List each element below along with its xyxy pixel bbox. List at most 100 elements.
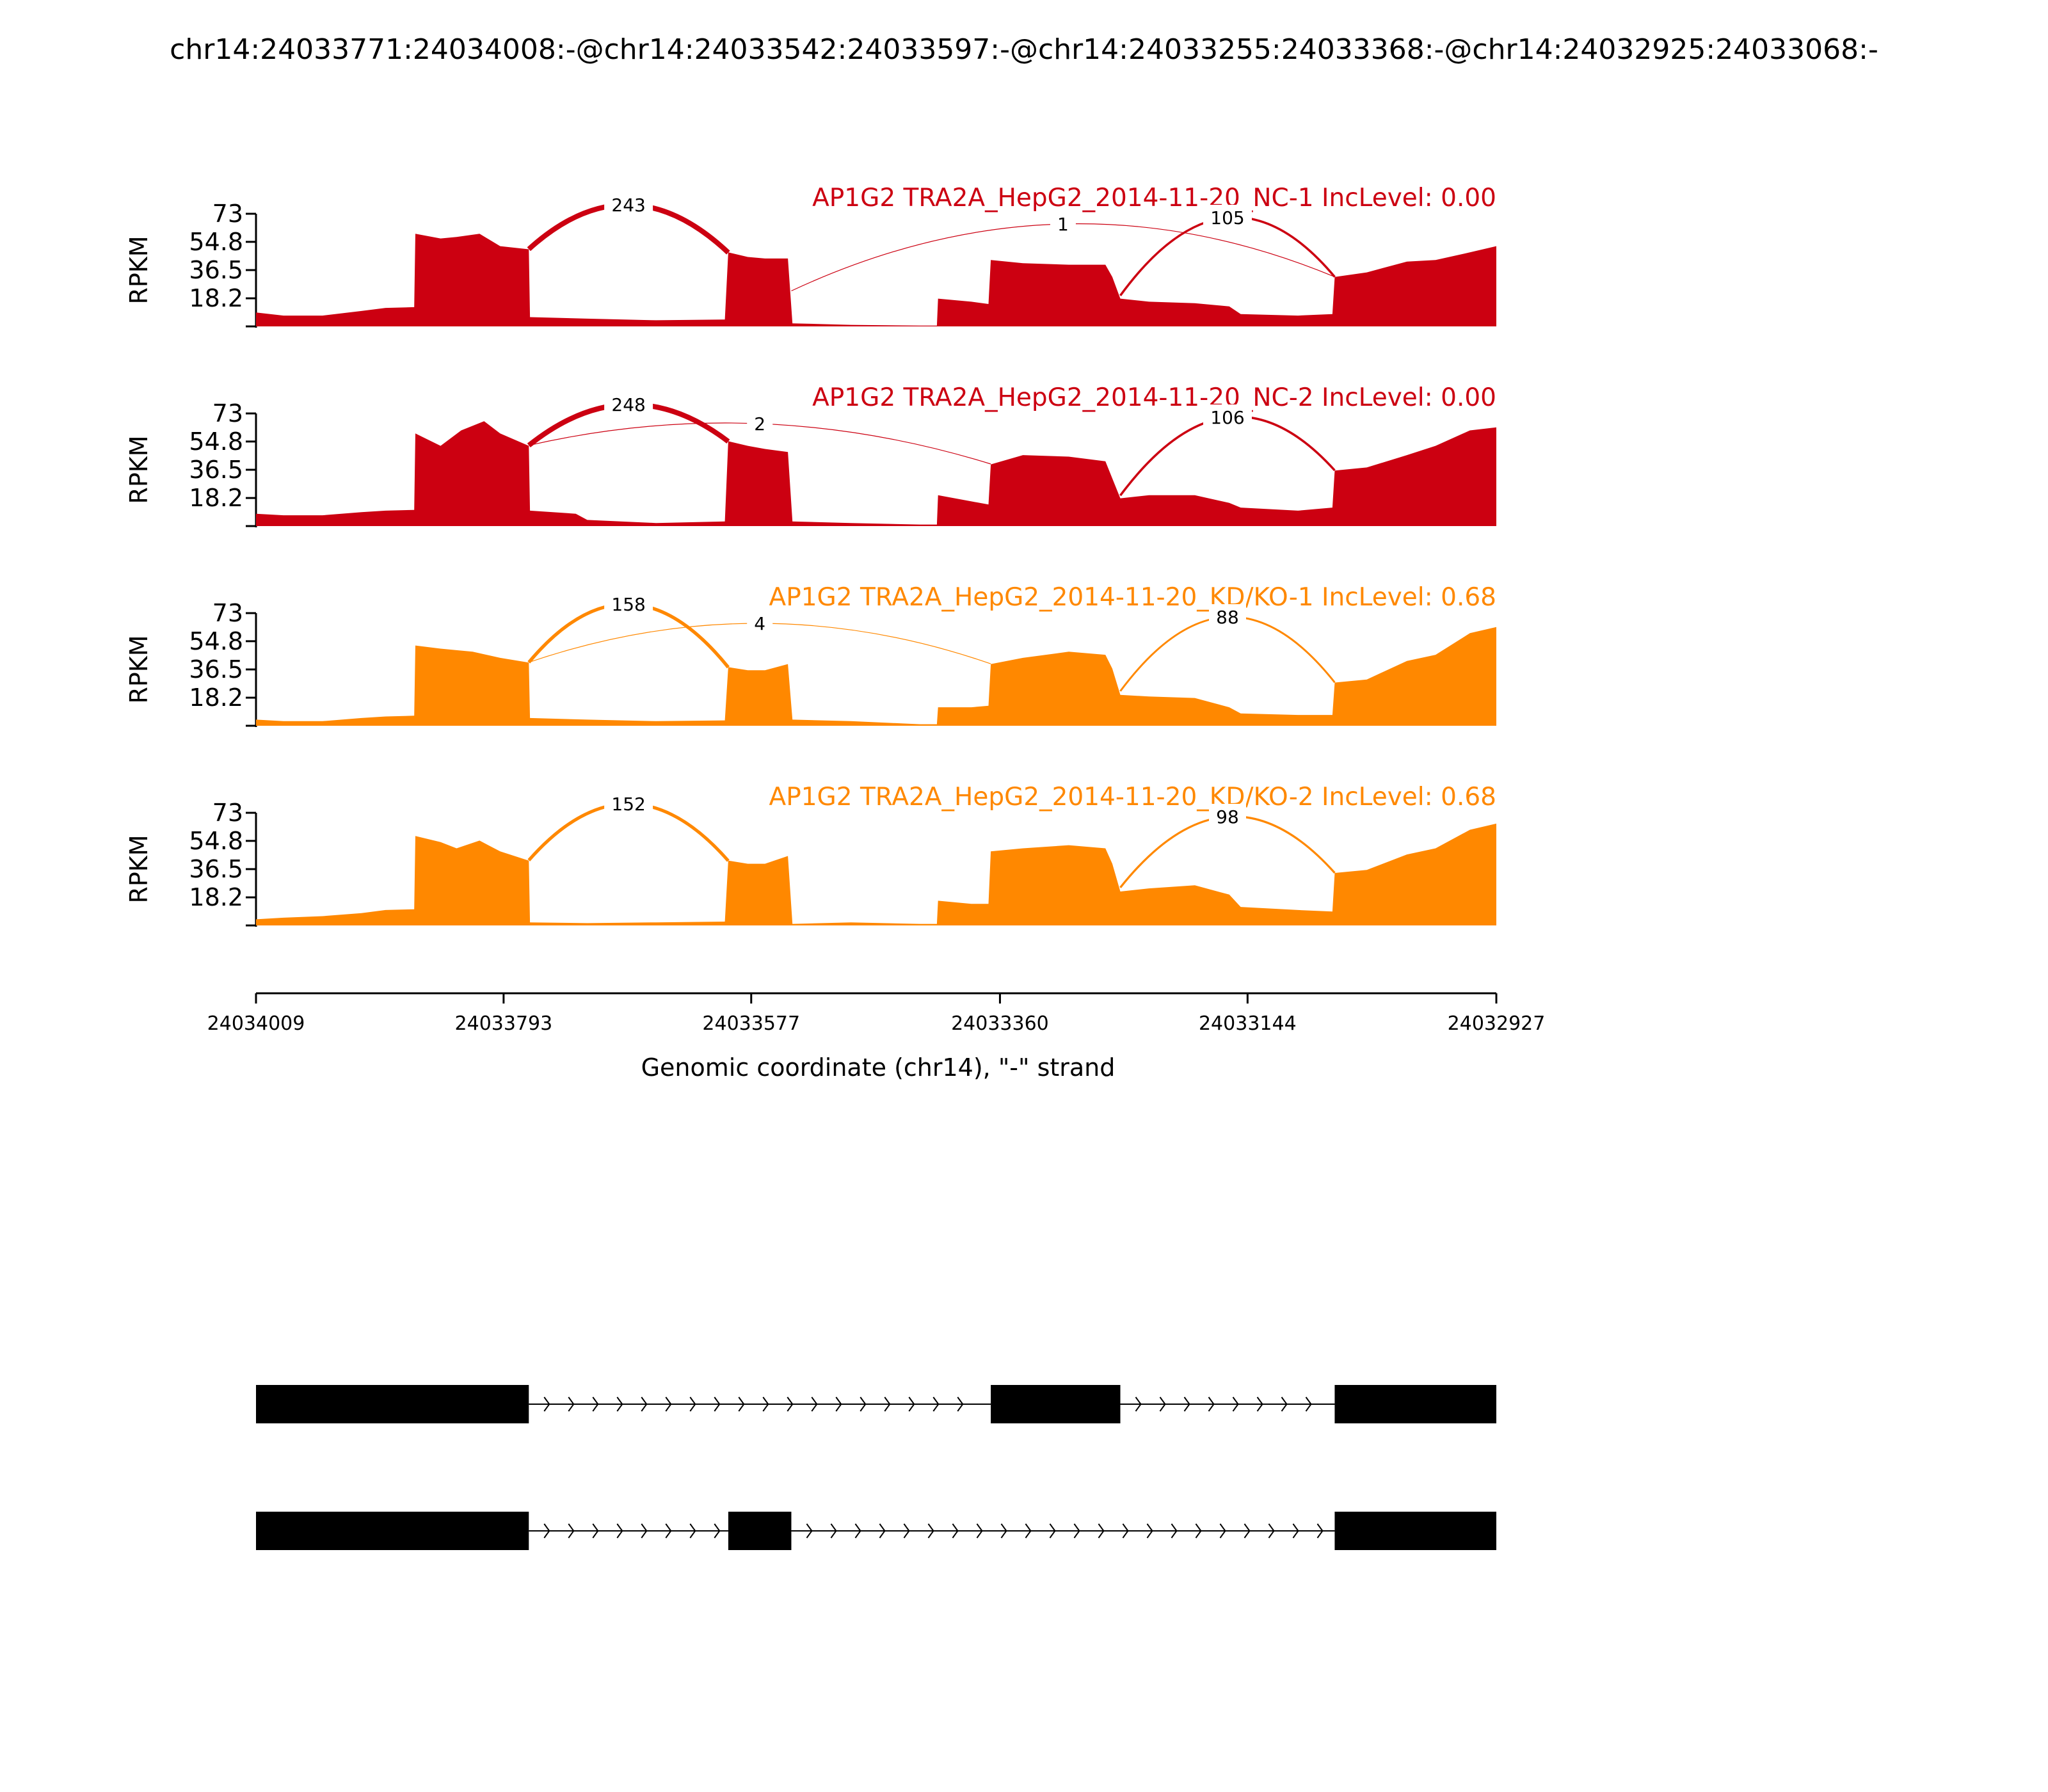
transcript-models: [256, 1385, 1496, 1550]
junction-count-label: 248: [611, 394, 645, 415]
y-tick-label: 54.8: [189, 827, 243, 855]
junction-label-bg: [1203, 205, 1252, 229]
strand-arrow-icon: [854, 1523, 861, 1539]
y-tick-label: 54.8: [189, 228, 243, 256]
exon-block: [256, 1385, 529, 1423]
junction-label-bg: [604, 392, 653, 416]
y-tick-label: 36.5: [189, 256, 243, 284]
strand-arrow-icon: [1183, 1396, 1190, 1412]
y-tick-label: 18.2: [189, 883, 243, 911]
junction-count-label: 1: [1057, 214, 1069, 235]
strand-arrow-icon: [543, 1523, 550, 1539]
exon-block: [1334, 1512, 1496, 1550]
junction-count-label: 2: [754, 413, 765, 435]
x-axis: 24034009 24033793 24033577 24033360 24033144…: [207, 992, 1546, 1082]
strand-arrow-icon: [738, 1396, 745, 1412]
strand-arrow-icon: [811, 1396, 818, 1412]
coverage-area: [256, 627, 1496, 726]
strand-arrow-icon: [806, 1523, 813, 1539]
junction-label-bg: [604, 591, 653, 616]
strand-arrow-icon: [762, 1396, 769, 1412]
junction-label-bg: [1208, 604, 1246, 628]
strand-arrow-icon: [1159, 1396, 1166, 1412]
junction-label-bg: [747, 411, 773, 435]
junction-count-label: 4: [754, 613, 765, 634]
strand-arrow-icon: [1244, 1523, 1251, 1539]
strand-arrow-icon: [1122, 1523, 1129, 1539]
strand-arrow-icon: [641, 1523, 648, 1539]
strand-arrow-icon: [665, 1396, 672, 1412]
sample-title: AP1G2 TRA2A_HepG2_2014-11-20_NC-2 IncLev…: [812, 383, 1496, 412]
exon-block: [256, 1512, 529, 1550]
junction-count-label: 106: [1210, 407, 1244, 428]
strand-arrow-icon: [1219, 1523, 1226, 1539]
x-tick-label: 24033144: [1199, 1012, 1297, 1035]
sample-title: AP1G2 TRA2A_HepG2_2014-11-20_KD/KO-2 Inc…: [769, 783, 1496, 812]
strand-arrow-icon: [903, 1523, 910, 1539]
y-tick-label: 36.5: [189, 855, 243, 883]
strand-arrow-icon: [1049, 1523, 1056, 1539]
x-tick-label: 24034009: [207, 1012, 305, 1035]
y-tick-label: 54.8: [189, 627, 243, 655]
y-tick-label: 54.8: [189, 428, 243, 456]
y-axis-label: RPKM: [125, 435, 153, 504]
coverage-area: [256, 823, 1496, 925]
junction-label-bg: [1050, 211, 1076, 236]
junction-count-label: 152: [611, 794, 645, 815]
strand-arrow-icon: [592, 1396, 599, 1412]
y-tick-label: 73: [212, 599, 243, 627]
exon-block: [728, 1512, 792, 1550]
strand-arrow-icon: [1146, 1523, 1153, 1539]
strand-arrow-icon: [568, 1396, 575, 1412]
sample-title: AP1G2 TRA2A_HepG2_2014-11-20_NC-1 IncLev…: [812, 184, 1496, 212]
strand-arrow-icon: [927, 1523, 934, 1539]
strand-arrow-icon: [1098, 1523, 1105, 1539]
strand-arrow-icon: [1171, 1523, 1178, 1539]
strand-arrow-icon: [835, 1396, 842, 1412]
junction-count-label: 243: [611, 195, 645, 216]
y-tick-label: 73: [212, 200, 243, 228]
strand-arrow-icon: [1292, 1523, 1299, 1539]
strand-arrow-icon: [1135, 1396, 1142, 1412]
strand-arrow-icon: [568, 1523, 575, 1539]
junction-count-label: 98: [1216, 806, 1239, 828]
strand-arrow-icon: [641, 1396, 648, 1412]
y-tick-label: 18.2: [189, 284, 243, 312]
strand-arrow-icon: [952, 1523, 959, 1539]
sample-title: AP1G2 TRA2A_HepG2_2014-11-20_KD/KO-1 Inc…: [769, 583, 1496, 612]
junction-label-bg: [1203, 404, 1252, 429]
transcript-model: [256, 1385, 1496, 1423]
y-tick-label: 73: [212, 799, 243, 827]
strand-arrow-icon: [1316, 1523, 1324, 1539]
strand-arrow-icon: [616, 1396, 623, 1412]
strand-arrow-icon: [879, 1523, 886, 1539]
exon-block: [1334, 1385, 1496, 1423]
x-tick-label: 24033577: [702, 1012, 800, 1035]
strand-arrow-icon: [976, 1523, 983, 1539]
x-tick-label: 24032927: [1448, 1012, 1546, 1035]
x-tick-label: 24033360: [951, 1012, 1049, 1035]
y-tick-label: 36.5: [189, 655, 243, 684]
strand-arrow-icon: [714, 1523, 721, 1539]
strand-arrow-icon: [543, 1396, 550, 1412]
y-tick-label: 18.2: [189, 484, 243, 512]
figure-title: chr14:24033771:24034008:-@chr14:24033542…: [170, 33, 1878, 66]
strand-arrow-icon: [1232, 1396, 1239, 1412]
strand-arrow-icon: [616, 1523, 623, 1539]
x-axis-label: Genomic coordinate (chr14), "-" strand: [641, 1053, 1116, 1082]
junction-count-label: 158: [611, 594, 645, 615]
strand-arrow-icon: [1195, 1523, 1202, 1539]
strand-arrow-icon: [1268, 1523, 1275, 1539]
strand-arrow-icon: [932, 1396, 940, 1412]
coverage-area: [256, 234, 1496, 326]
strand-arrow-icon: [1305, 1396, 1312, 1412]
strand-arrow-icon: [830, 1523, 837, 1539]
strand-arrow-icon: [1000, 1523, 1007, 1539]
junction-count-label: 105: [1210, 207, 1244, 228]
strand-arrow-icon: [689, 1396, 696, 1412]
